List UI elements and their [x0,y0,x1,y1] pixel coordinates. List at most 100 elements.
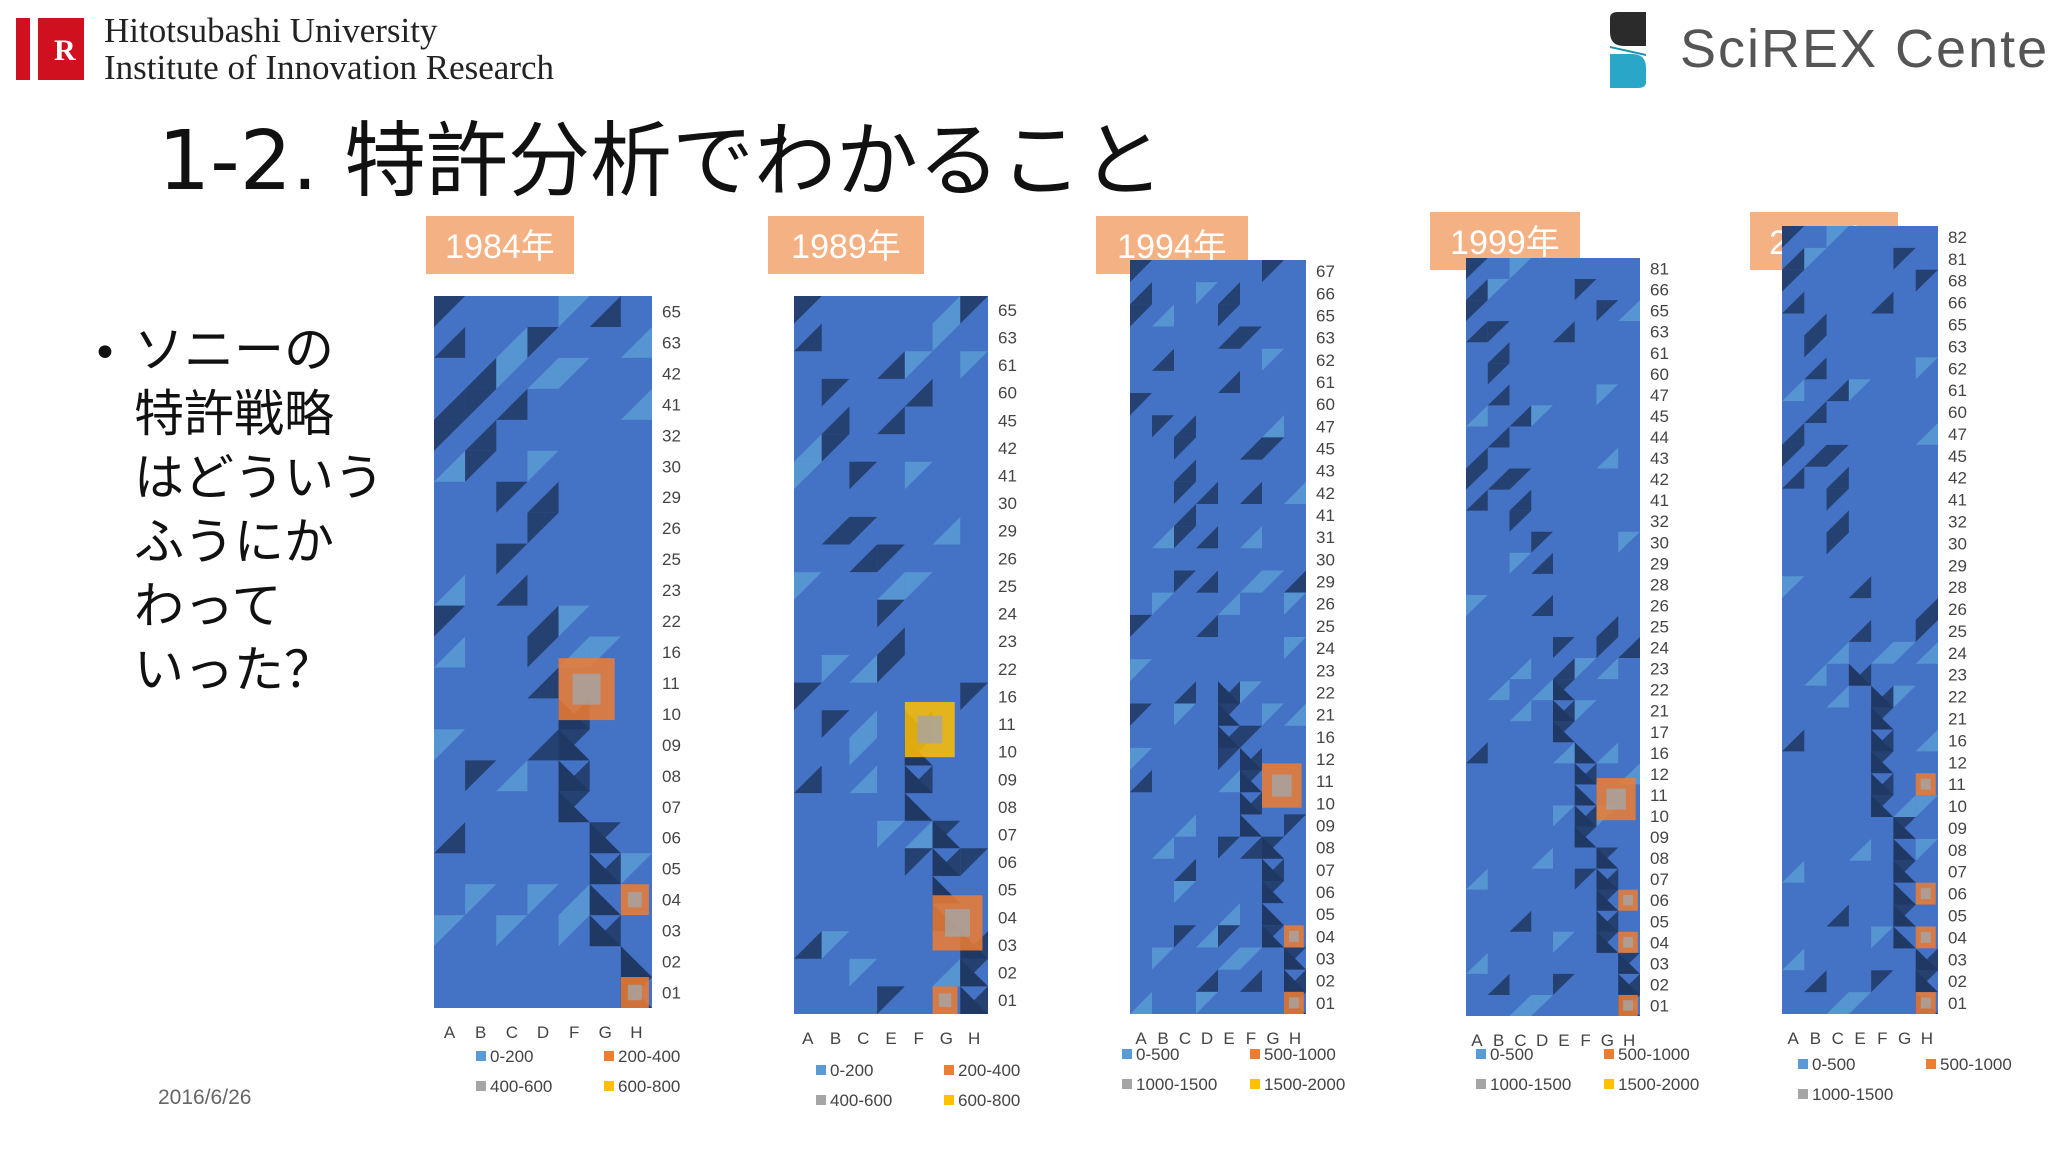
y-tick-label: 42 [1650,470,1669,489]
x-tick-label: A [802,1029,814,1048]
legend-label: 0-200 [490,1047,533,1066]
x-tick-label: D [1536,1031,1548,1050]
heatmap-cell [1240,836,1262,859]
heatmap-cell [1240,570,1262,593]
hotspot-core [627,891,642,908]
heatmap-cell [1130,770,1152,793]
heatmap-cell [1531,405,1553,427]
heatmap-cell [877,406,905,435]
y-tick-label: 24 [1948,644,1967,663]
heatmap-cell [465,760,497,792]
heatmap-cell [527,729,559,761]
y-tick-label: 41 [998,467,1017,486]
y-tick-label: 41 [662,395,681,414]
y-tick-label: 09 [998,770,1017,789]
y-tick-label: 61 [1948,381,1967,400]
legend-label: 0-500 [1490,1045,1533,1064]
heatmap-cell [1804,313,1827,336]
heatmap-cell [558,357,590,389]
x-tick-label: D [1201,1029,1213,1048]
x-tick-label: D [537,1023,549,1042]
heatmap-cell [1531,847,1553,869]
bullet-text: ソニーの 特許戦略 はどういう ふうにか わって いった？ [134,321,384,699]
y-tick-label: 41 [1650,491,1669,510]
y-tick-label: 81 [1948,250,1967,269]
heatmap-cell [527,512,559,544]
legend-swatch [1122,1049,1132,1059]
hotspot-core [1920,888,1931,900]
heatmap-cell [1130,393,1152,416]
legend-label: 200-400 [958,1061,1020,1080]
legend-label: 1500-2000 [1264,1075,1345,1094]
heatmap-cell [1218,903,1240,926]
hotspot-core [1288,930,1299,942]
heatmap-cell [1509,994,1532,1016]
diagonal-cell [1218,703,1240,726]
heatmap-cell [1218,370,1240,394]
heatmap-cell [527,884,559,916]
diagonal-cell [1574,784,1597,806]
heatmap-cell [960,351,988,379]
heatmap-cell [1174,814,1196,837]
diagonal-cell [1596,910,1619,932]
x-tick-label: C [857,1029,869,1048]
heatmap-cell [1531,531,1553,553]
heatmap-cell [1152,304,1174,327]
y-tick-label: 67 [1316,262,1335,281]
heatmap-cell [1466,489,1488,511]
heatmap-cell [1487,279,1510,301]
heatmap-cell [849,765,878,794]
y-tick-label: 11 [998,715,1016,734]
diagonal-cell [1574,805,1597,827]
heatmap-cell [496,543,528,575]
legend-label: 1000-1500 [1812,1085,1893,1104]
heatmap-cell [1871,773,1894,796]
y-tick-label: 30 [1316,550,1335,569]
y-tick-label: 04 [1650,933,1669,952]
heatmap-cell [1915,598,1938,620]
heatmap-cell [1826,379,1849,402]
y-tick-label: 12 [1948,753,1967,772]
diagonal-cell [1262,836,1284,859]
x-tick-label: E [885,1029,896,1048]
y-tick-label: 08 [1948,841,1967,860]
heatmap-cell [1152,526,1174,549]
heatmap-cell [1804,247,1827,270]
heatmap-cell [1553,637,1575,659]
y-tick-label: 31 [1316,528,1335,547]
heatmap-cell [904,461,933,490]
diagonal-cell [1618,973,1640,995]
y-tick-label: 09 [1650,828,1669,847]
y-tick-label: 42 [1948,469,1967,488]
heatmap-cell [1240,725,1262,748]
heatmap-cell [821,406,850,435]
diagonal-cell [1871,685,1894,708]
hotspot-core [1623,937,1633,948]
heatmap-cell [1466,868,1488,890]
diagonal-cell [1218,681,1240,704]
legend-label: 200-400 [618,1047,680,1066]
y-tick-label: 32 [1948,513,1967,532]
y-tick-label: 62 [1948,359,1967,378]
heatmap-cell [1804,401,1827,423]
y-tick-label: 28 [1948,578,1967,597]
y-tick-label: 07 [1650,870,1669,889]
hotspot-core [1288,997,1299,1009]
heatmap-cell [558,760,590,792]
y-tick-label: 04 [1316,927,1335,946]
heatmap-cell [1893,247,1916,270]
heatmap-cell [496,388,528,420]
y-tick-label: 03 [1948,950,1967,969]
x-tick-label: G [940,1029,953,1048]
heatmap-cell [1915,423,1938,445]
heatmap-cell [794,682,822,711]
y-tick-label: 16 [1316,728,1335,747]
legend-label: 500-1000 [1264,1045,1336,1064]
heatmap-cell [904,378,933,407]
heatmap-cell [1284,703,1306,726]
heatmap-cell [1782,729,1805,752]
heatmap-cell [1218,326,1240,349]
heatmap-cell [794,323,822,352]
diagonal-cell [1284,947,1306,970]
y-tick-label: 68 [1948,272,1967,291]
